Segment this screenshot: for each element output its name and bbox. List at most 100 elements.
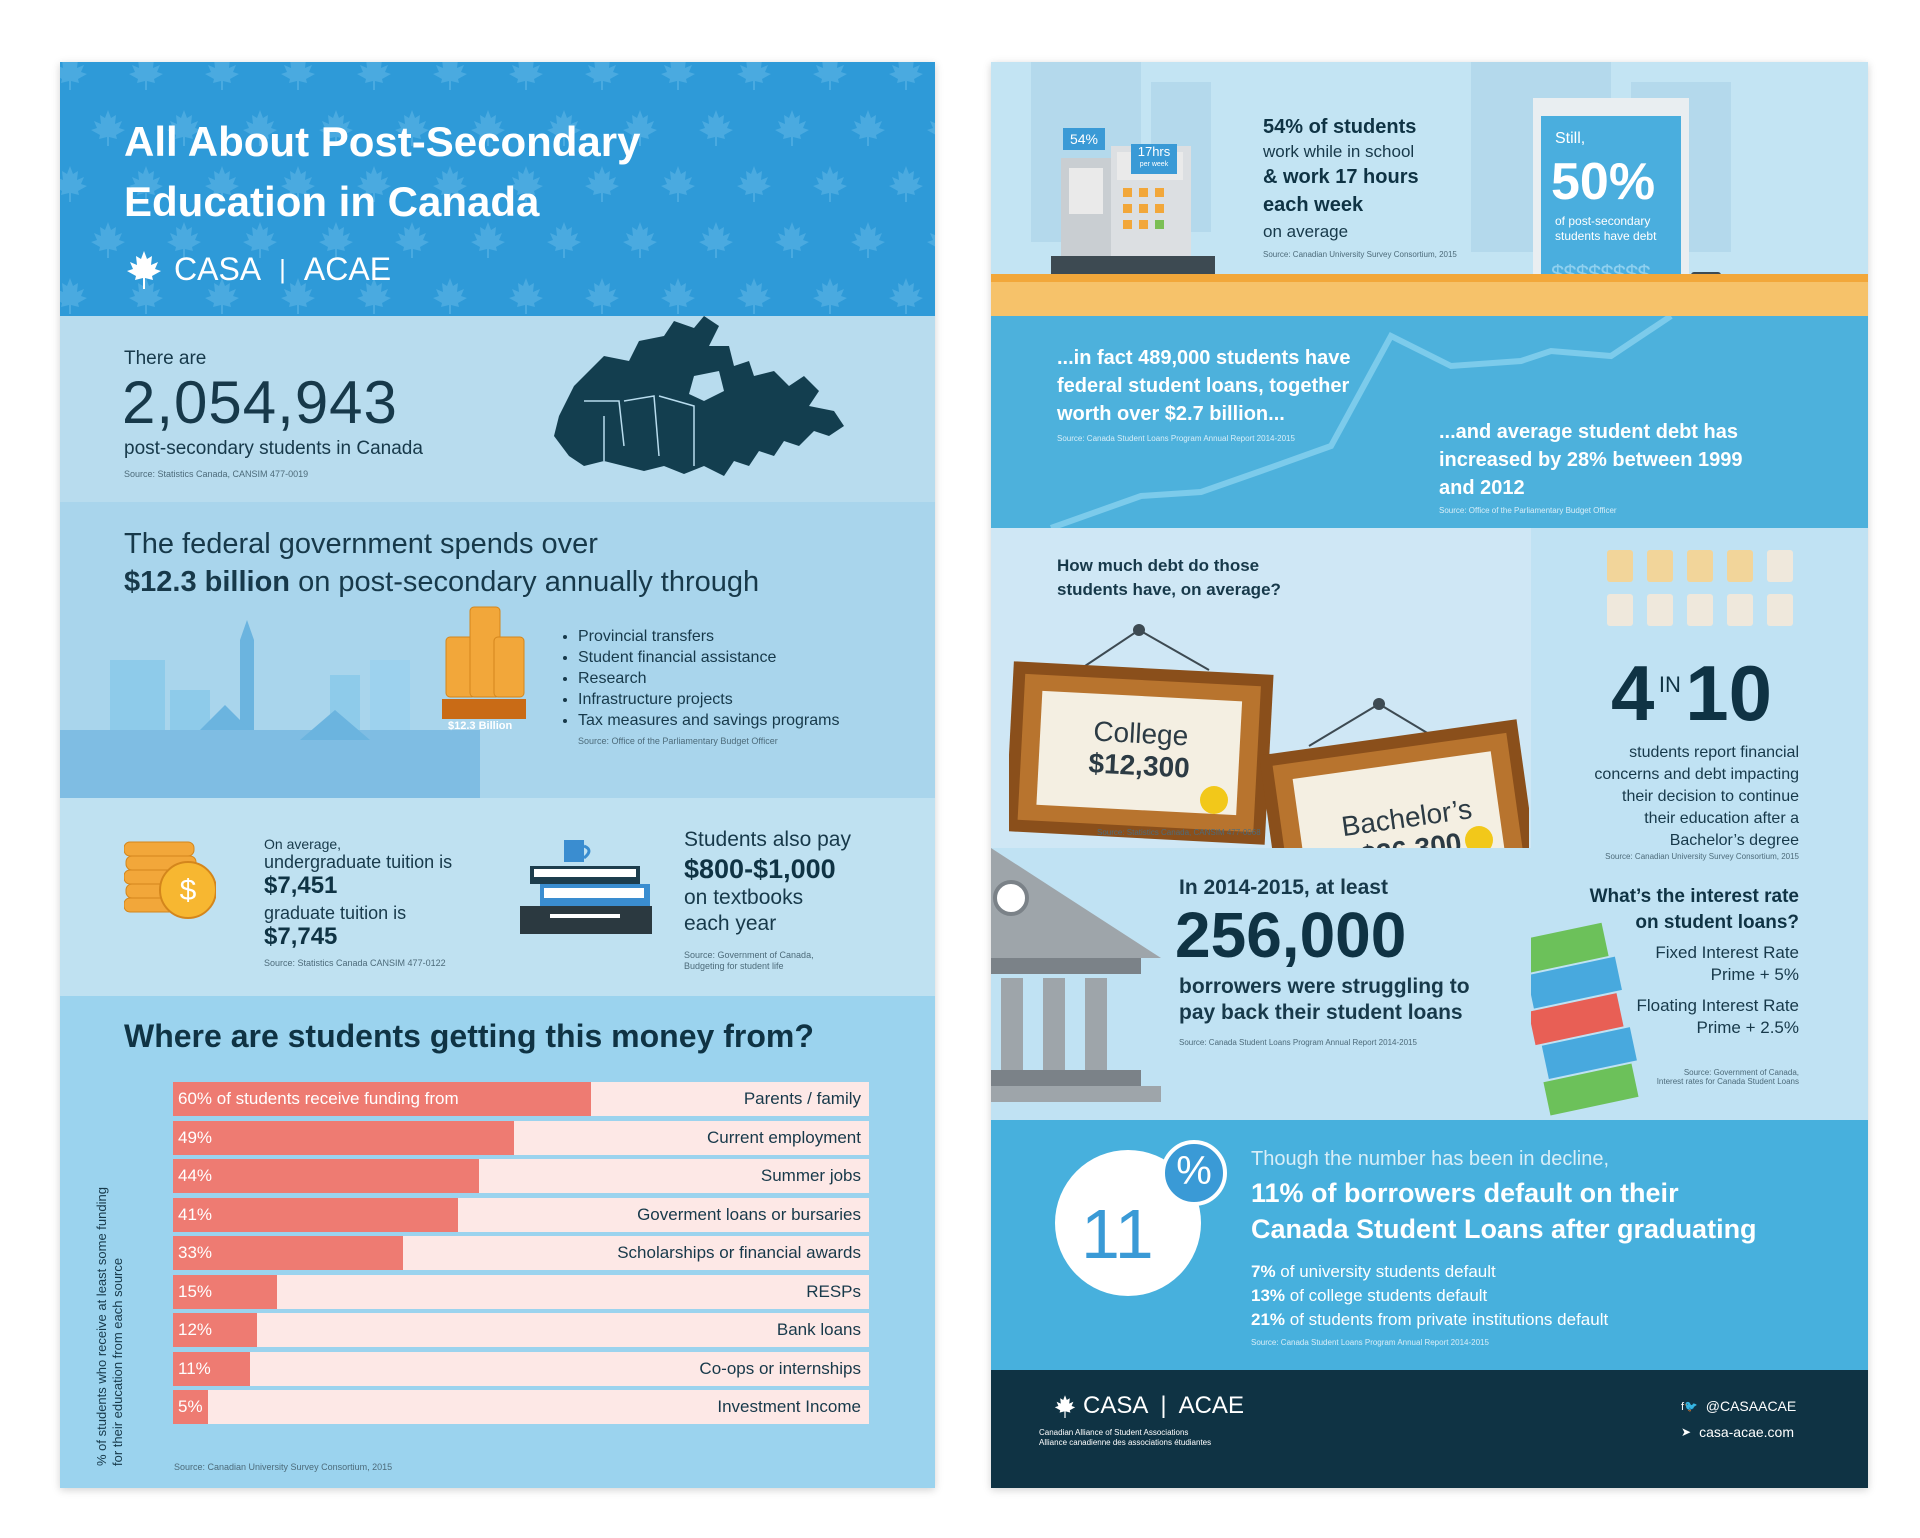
work-line-3: & work 17 hours xyxy=(1263,166,1419,188)
chart-category-label: Summer jobs xyxy=(760,1166,861,1185)
chart-bar-row: 12% Bank loans xyxy=(173,1313,869,1347)
students-intro: There are xyxy=(124,348,207,369)
borrowers-intro: In 2014-2015, at least xyxy=(1179,876,1388,899)
interest-source-2: Interest rates for Canada Student Loans xyxy=(1656,1077,1799,1086)
footer-subtitle: Canadian Alliance of Student Association… xyxy=(1039,1428,1211,1448)
loans-line-3: worth over $2.7 billion... xyxy=(1057,403,1285,425)
students-caption: post-secondary students in Canada xyxy=(124,438,423,459)
diploma-frames-illustration xyxy=(1009,624,1529,848)
default-item-text: of students from private institutions de… xyxy=(1285,1310,1609,1329)
chart-bar-value-label: 41% xyxy=(178,1204,213,1224)
chart-bar xyxy=(173,1390,208,1424)
canada-map-icon xyxy=(554,316,844,476)
four-in-ten-line: students report financial xyxy=(1629,744,1799,761)
maple-leaf-icon xyxy=(357,62,391,90)
work-line-5: on average xyxy=(1263,222,1349,241)
student-loans-section: ...in fact 489,000 students have federal… xyxy=(991,316,1868,528)
cash-register-icon xyxy=(1051,146,1215,274)
chart-bar-value-label: 15% xyxy=(178,1281,213,1301)
brand-logo: CASA | ACAE xyxy=(124,247,391,291)
four-in-ten-line: their education after a xyxy=(1644,810,1799,827)
maple-leaf-icon xyxy=(509,278,543,314)
chart-category-label: Goverment loans or bursaries xyxy=(637,1204,861,1224)
diploma-scroll-icon xyxy=(1727,594,1753,626)
diploma-scroll-icon xyxy=(1607,594,1633,626)
students-source: Source: Statistics Canada, CANSIM 477-00… xyxy=(124,469,309,479)
diploma-scroll-icon xyxy=(1647,594,1673,626)
maple-leaf-icon xyxy=(851,222,885,258)
maple-leaf-icon xyxy=(927,222,935,258)
maple-leaf-icon xyxy=(91,110,125,146)
interest-source-1: Source: Government of Canada, xyxy=(1683,1068,1799,1077)
four-in-ten-line: Bachelor’s degree xyxy=(1669,832,1799,849)
default-item-pct: 7% xyxy=(1251,1262,1276,1281)
work-line-2: work while in school xyxy=(1263,142,1415,161)
four-in-ten-line: their decision to continue xyxy=(1622,788,1799,805)
maple-leaf-icon xyxy=(889,166,923,202)
footer-sub-2: Alliance canadienne des associations étu… xyxy=(1039,1438,1212,1447)
maple-leaf-icon xyxy=(889,62,923,90)
students-number: 2,054,943 xyxy=(122,369,398,436)
chart-bar xyxy=(173,1236,403,1270)
interest-source: Source: Government of Canada, Interest r… xyxy=(1531,1068,1799,1086)
brand-acae: ACAE xyxy=(303,250,392,287)
chart-bar-value-label: 5% xyxy=(178,1397,203,1416)
spending-amount: $12.3 billion xyxy=(124,566,290,598)
bank-building-icon xyxy=(991,848,1161,1102)
chart-bar xyxy=(173,1120,515,1155)
default-item: 13% of college students default xyxy=(1251,1284,1608,1308)
four-in-ten-figure: 4 IN 10 xyxy=(1611,648,1772,739)
avg-debt-question-2: students have, on average? xyxy=(1057,580,1281,599)
fixed-rate-label: Fixed Interest Rate xyxy=(1655,943,1799,962)
maple-leaf-icon xyxy=(927,110,935,146)
default-line-1: Though the number has been in decline, xyxy=(1251,1148,1610,1170)
diploma-scroll-icon xyxy=(1767,594,1793,626)
brand-casa: CASA xyxy=(174,250,262,287)
brand-separator: | xyxy=(279,253,286,284)
college-diploma: College $12,300 xyxy=(1073,715,1206,786)
four-in-ten-section: 4 IN 10 students report financial concer… xyxy=(1531,528,1868,868)
maple-leaf-icon xyxy=(60,278,87,314)
textbooks-line-1: Students also pay xyxy=(684,828,851,851)
chart-bar xyxy=(173,1197,459,1232)
title-line-1: All About Post-Secondary xyxy=(124,118,641,165)
avg-debt-source: Source: Statistics Canada, CANSIM 477-00… xyxy=(1097,828,1261,837)
right-infographic-panel: 54% 17hrs per week 54% of students work … xyxy=(991,62,1868,1488)
avg-debt-question: How much debt do those students have, on… xyxy=(1057,554,1281,602)
maple-leaf-icon xyxy=(585,62,619,90)
footer-social-link[interactable]: f🐦 @CASAACAE xyxy=(1681,1398,1796,1414)
maple-leaf-icon xyxy=(585,278,619,314)
left-header: All About Post-Secondary Education in Ca… xyxy=(60,62,935,316)
spending-item: Tax measures and savings programs xyxy=(578,710,839,731)
college-value: $12,300 xyxy=(1087,747,1191,784)
maple-leaf-icon xyxy=(813,278,847,314)
coin-label: $12.3 Billion xyxy=(448,720,513,732)
tuition-source: Source: Statistics Canada CANSIM 477-012… xyxy=(264,958,446,968)
avg-debt-question-1: How much debt do those xyxy=(1057,556,1260,575)
badge-54pct: 54% xyxy=(1063,128,1105,150)
grad-value: $7,745 xyxy=(264,923,338,950)
four-num: 4 xyxy=(1611,649,1655,737)
undergrad-label: undergraduate tuition is xyxy=(264,852,453,872)
work-line-1: 54% of students xyxy=(1263,116,1417,138)
chart-category-label: Investment Income xyxy=(717,1397,861,1416)
maple-leaf-icon xyxy=(127,251,161,289)
badge-hours-sub: per week xyxy=(1139,161,1169,168)
maple-leaf-icon xyxy=(91,222,125,258)
fixed-rate-value: Prime + 5% xyxy=(1710,965,1799,984)
footer-website: casa-acae.com xyxy=(1699,1424,1794,1440)
undergrad-value: $7,451 xyxy=(264,872,338,899)
maple-leaf-icon xyxy=(661,62,695,90)
spending-line-2: $12.3 billion on post-secondary annually… xyxy=(124,566,759,599)
four-in-text: IN xyxy=(1658,672,1681,697)
textbooks-source-1: Source: Government of Canada, xyxy=(684,950,814,960)
money-pile-icon xyxy=(1531,922,1639,1116)
svg-text:$: $ xyxy=(180,874,197,907)
default-item-pct: 13% xyxy=(1251,1286,1286,1305)
maple-leaf-icon xyxy=(60,62,87,90)
federal-spending-section: The federal government spends over $12.3… xyxy=(60,502,935,798)
maple-leaf-icon xyxy=(661,278,695,314)
footer-web-link[interactable]: ➤ casa-acae.com xyxy=(1681,1424,1794,1440)
send-icon: ➤ xyxy=(1681,1425,1692,1439)
textbooks-source-2: Budgeting for student life xyxy=(684,961,784,971)
